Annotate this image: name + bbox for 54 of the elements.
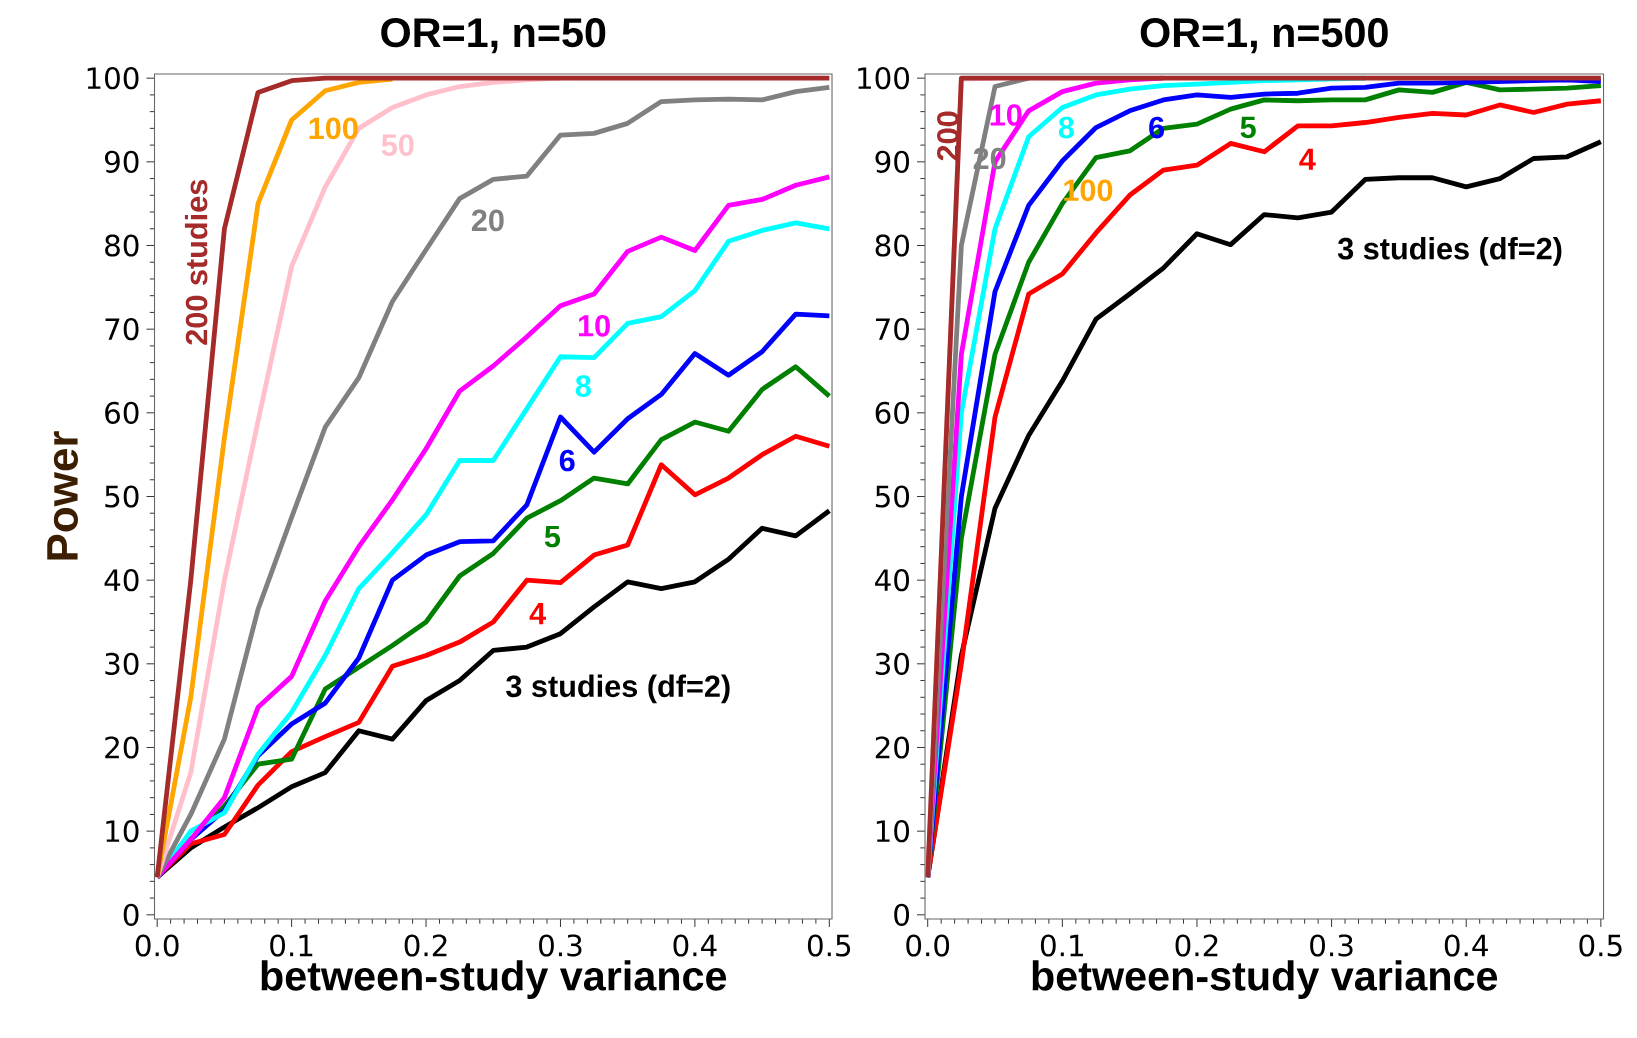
annotation: 4 bbox=[529, 603, 546, 625]
y-tick-label: 30 bbox=[875, 652, 910, 675]
chart-title: OR=1, n=500 bbox=[1140, 18, 1388, 54]
x-tick-label: 0.4 bbox=[673, 934, 717, 957]
y-tick-label: 30 bbox=[105, 652, 139, 675]
x-tick-label: 0.1 bbox=[1040, 934, 1083, 957]
annotation: 10 bbox=[990, 104, 1022, 126]
y-tick-label: 70 bbox=[876, 318, 910, 341]
x-tick-label: 0.0 bbox=[135, 934, 179, 957]
x-tick-label: 0.1 bbox=[270, 934, 313, 957]
x-axis-title: between-study variance bbox=[261, 960, 727, 999]
chart-title: OR=1, n=50 bbox=[381, 18, 606, 54]
y-tick-label: 80 bbox=[875, 234, 910, 257]
x-tick-label: 0.5 bbox=[1579, 934, 1622, 957]
annotation: 200 studies bbox=[184, 179, 208, 345]
y-tick-label: 60 bbox=[105, 401, 139, 424]
annotation: 4 bbox=[1299, 148, 1316, 170]
x-tick-label: 0.0 bbox=[906, 934, 950, 957]
y-axis-title: Power bbox=[47, 431, 78, 560]
y-tick-label: 100 bbox=[87, 67, 139, 90]
y-tick-label: 10 bbox=[106, 820, 139, 843]
y-tick-label: 100 bbox=[858, 67, 909, 90]
y-tick-label: 70 bbox=[105, 318, 139, 341]
x-axis-title: between-study variance bbox=[1032, 960, 1498, 999]
y-tick-label: 20 bbox=[105, 736, 139, 759]
y-tick-label: 50 bbox=[105, 485, 139, 508]
annotation: 20 bbox=[471, 209, 504, 232]
y-tick-label: 40 bbox=[875, 569, 910, 592]
y-tick-label: 0 bbox=[894, 903, 910, 926]
annotation: 8 bbox=[575, 375, 591, 397]
x-tick-label: 0.2 bbox=[404, 934, 447, 957]
annotation: 3 studies (df=2) bbox=[506, 674, 730, 704]
x-tick-label: 0.3 bbox=[539, 934, 582, 957]
annotation: 100 bbox=[309, 117, 358, 140]
annotation: 50 bbox=[381, 134, 414, 156]
x-tick-label: 0.3 bbox=[1310, 934, 1353, 957]
y-tick-label: 50 bbox=[875, 485, 910, 508]
annotation: 8 bbox=[1058, 116, 1074, 139]
annotation: 6 bbox=[559, 449, 575, 472]
y-tick-label: 0 bbox=[123, 903, 139, 926]
y-tick-label: 60 bbox=[875, 401, 910, 424]
y-tick-label: 80 bbox=[105, 234, 139, 257]
y-tick-label: 20 bbox=[875, 736, 910, 759]
y-tick-label: 90 bbox=[104, 150, 139, 173]
annotation: 3 studies (df=2) bbox=[1337, 237, 1562, 266]
annotation: 5 bbox=[1240, 116, 1256, 139]
x-tick-label: 0.5 bbox=[807, 934, 851, 957]
y-tick-label: 40 bbox=[104, 569, 139, 592]
x-tick-label: 0.4 bbox=[1444, 934, 1488, 957]
y-tick-label: 10 bbox=[876, 820, 910, 843]
x-tick-label: 0.2 bbox=[1175, 934, 1218, 957]
annotation: 10 bbox=[578, 314, 610, 337]
y-tick-label: 90 bbox=[875, 150, 910, 173]
annotation: 5 bbox=[544, 525, 561, 548]
